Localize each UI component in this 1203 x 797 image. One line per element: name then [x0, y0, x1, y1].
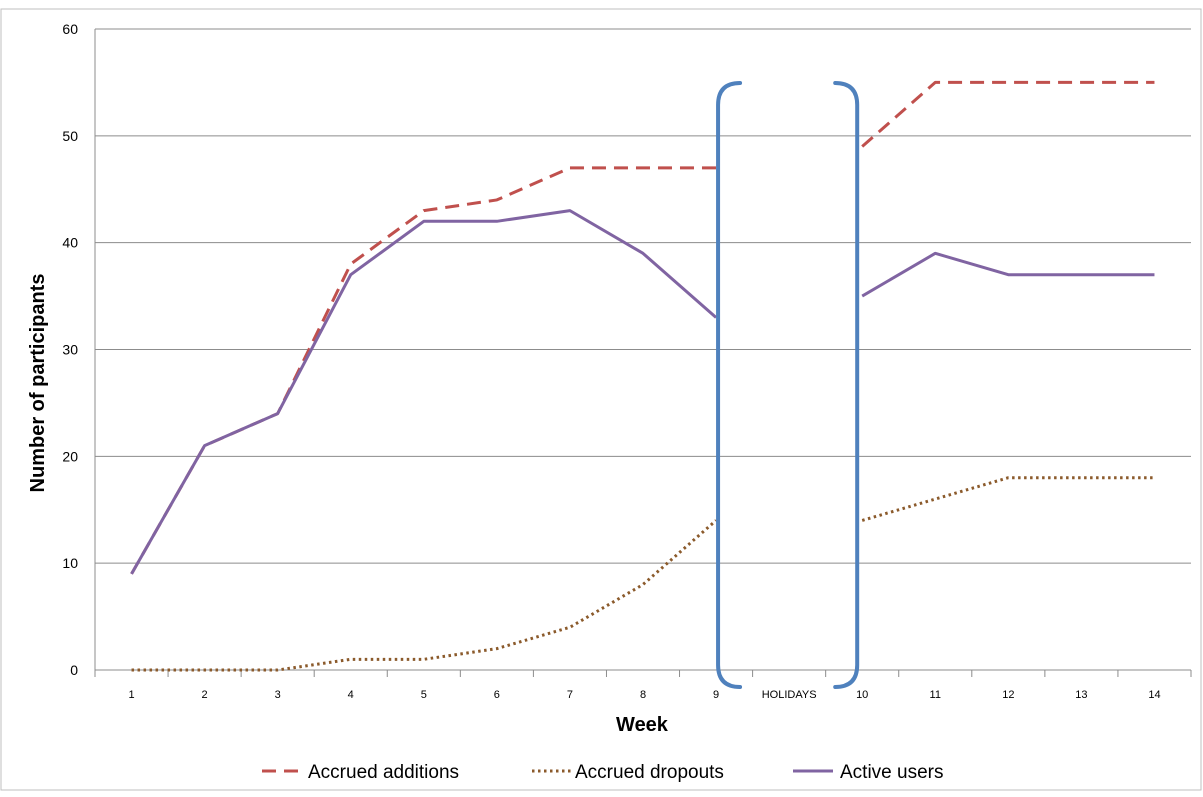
x-tick-label-12: 12	[1002, 689, 1014, 701]
holiday-bracket-annotation	[716, 81, 860, 689]
y-tick-label-40: 40	[62, 235, 78, 251]
x-tick-label-14: 14	[1148, 689, 1160, 701]
x-tick-label-holidays: HOLIDAYS	[762, 689, 817, 701]
y-axis-title: Number of participants	[27, 274, 49, 493]
series-lines	[130, 80, 1155, 672]
axes	[94, 29, 1192, 677]
x-tick-label-5: 5	[421, 689, 427, 701]
x-tick-label-9: 9	[713, 689, 719, 701]
bracket-right	[833, 81, 860, 689]
legend-label-active-users: Active users	[840, 762, 943, 783]
y-tick-label-20: 20	[62, 448, 78, 464]
x-tick-label-10: 10	[856, 689, 868, 701]
chart-border	[0, 8, 1202, 791]
y-tick-label-50: 50	[62, 128, 78, 144]
x-tick-label-4: 4	[348, 689, 354, 701]
x-tick-label-11: 11	[930, 689, 941, 701]
legend: Accrued additions Accrued dropouts Active …	[262, 762, 943, 783]
bracket-left	[716, 81, 743, 689]
series-line-active-users-segment-2	[861, 251, 1155, 298]
x-tick-label-6: 6	[494, 689, 500, 701]
x-tick-label-3: 3	[275, 689, 281, 701]
series-line-accrued-additions-segment-2	[861, 80, 1155, 148]
x-tick-label-13: 13	[1075, 689, 1087, 701]
x-tick-labels: 1 2 3 4 5 6 7 8 9 HOLIDAYS 10 11 12 13 14	[128, 689, 1160, 701]
series-line-accrued-dropouts-segment-2	[861, 476, 1155, 522]
y-tick-label-10: 10	[62, 555, 78, 571]
x-tick-label-8: 8	[640, 689, 646, 701]
y-tick-label-0: 0	[70, 662, 78, 678]
series-line-active-users-segment-1	[130, 209, 718, 575]
y-tick-label-30: 30	[62, 342, 78, 358]
gridlines	[95, 28, 1191, 564]
x-tick-label-7: 7	[567, 689, 573, 701]
x-axis-title: Week	[616, 714, 669, 736]
x-tick-label-1: 1	[128, 689, 134, 701]
x-tick-label-2: 2	[202, 689, 208, 701]
legend-label-accrued-dropouts: Accrued dropouts	[575, 762, 724, 783]
series-line-accrued-additions-segment-1	[130, 166, 717, 575]
legend-label-accrued-additions: Accrued additions	[308, 762, 459, 783]
series-line-accrued-dropouts-segment-1	[131, 519, 718, 672]
y-tick-label-60: 60	[62, 21, 78, 37]
y-tick-labels: 0 10 20 30 40 50 60	[62, 21, 78, 678]
